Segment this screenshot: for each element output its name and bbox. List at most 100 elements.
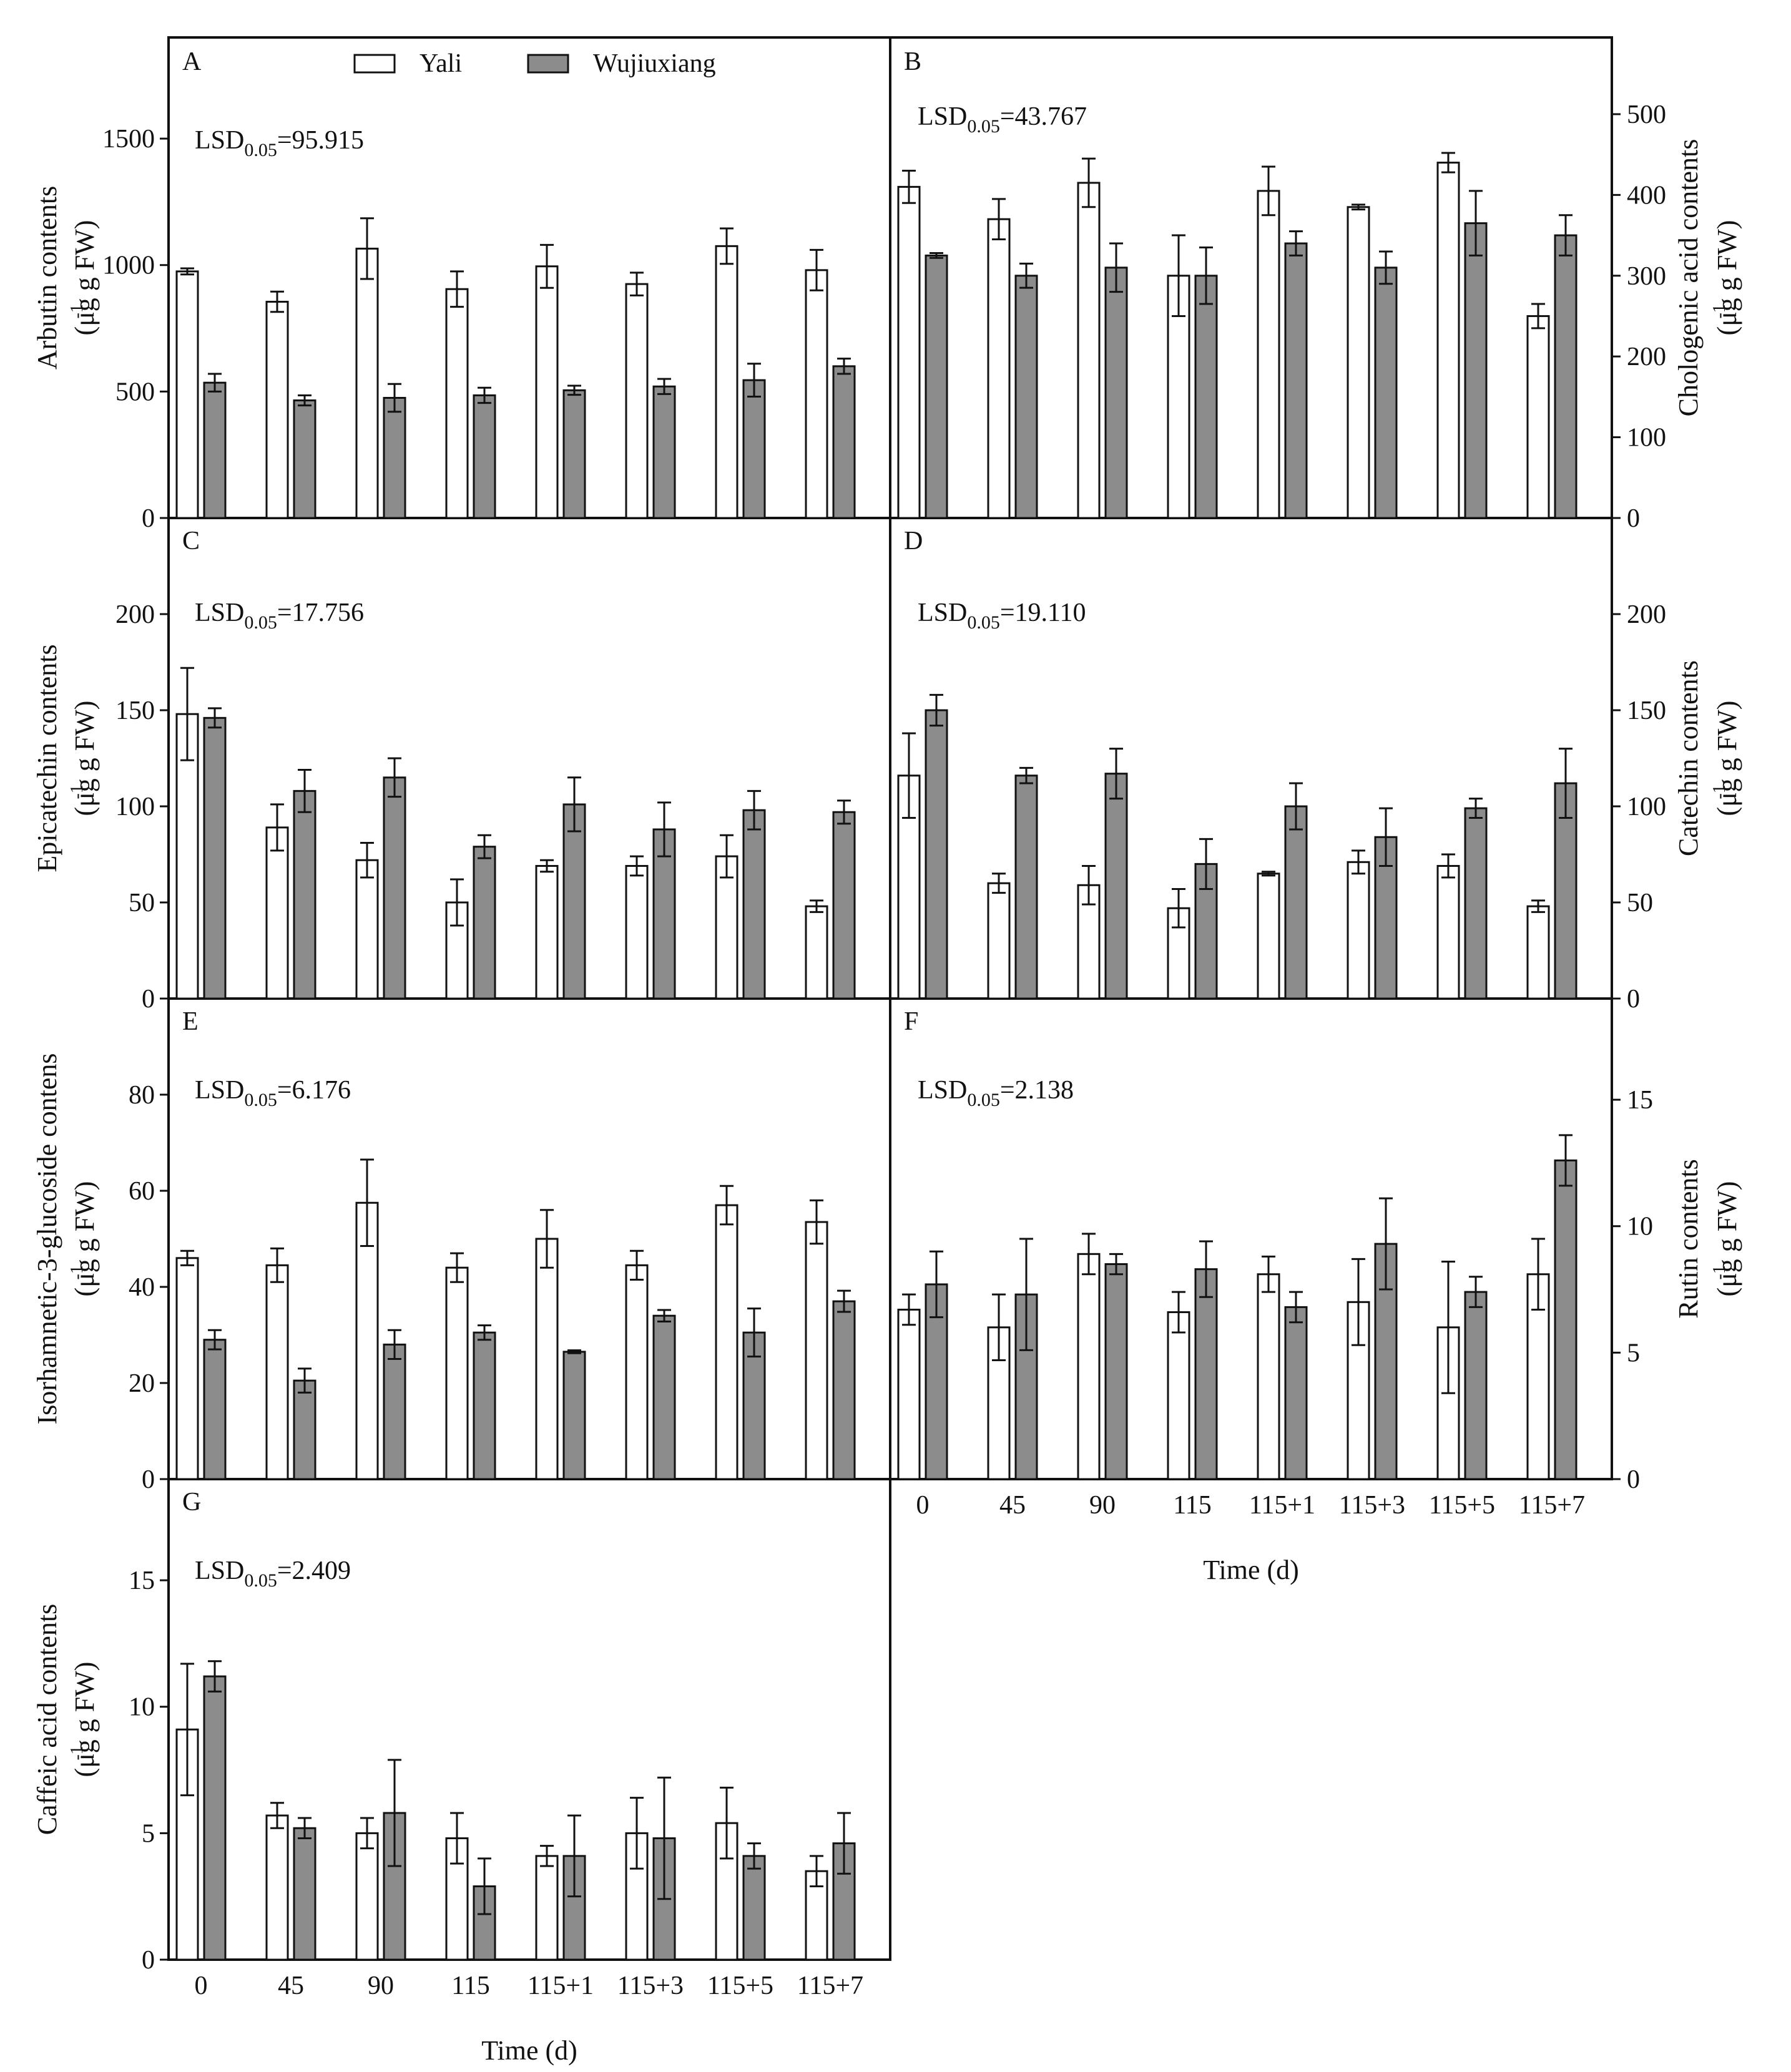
panel-a-error-wujiuxiang-4	[567, 384, 581, 396]
panel-b-bar-wujiuxiang-3	[1194, 275, 1218, 519]
panel-d-bars	[897, 693, 1578, 1000]
panel-e-error-wujiuxiang-0	[208, 1329, 222, 1351]
panel-b-y-tick-label-4: 400	[1627, 181, 1666, 210]
panel-e-bar-yali-3	[445, 1266, 469, 1480]
panel-a-y-title: Arbutin contents (μg g FW)-1	[32, 186, 100, 370]
panel-e-error-wujiuxiang-2	[388, 1329, 401, 1360]
panel-c-error-yali-0	[180, 667, 194, 761]
panel-b-error-yali-2	[1082, 157, 1096, 208]
panel-b-y-tick-label-3: 300	[1627, 262, 1666, 291]
panel-e-error-wujiuxiang-5	[657, 1309, 671, 1322]
panel-e-bar-wujiuxiang-7	[832, 1300, 856, 1480]
panel-g-error-wujiuxiang-4	[567, 1814, 581, 1898]
panel-b-bar-wujiuxiang-6	[1464, 222, 1488, 519]
panel-f-frame	[889, 997, 1613, 1480]
panel-c-y-tick-label-3: 150	[115, 696, 155, 725]
panel-g-y-tick-label-1: 5	[142, 1819, 155, 1848]
panel-d-letter: D	[904, 527, 923, 555]
panel-e-bar-yali-7	[805, 1221, 828, 1480]
panel-b-letter: B	[904, 47, 921, 76]
panel-c-bar-wujiuxiang-2	[383, 776, 406, 1000]
panel-a-error-yali-4	[540, 243, 554, 289]
panel-d-bar-wujiuxiang-7	[1554, 782, 1578, 1000]
panel-b-y-tick-label-2: 200	[1627, 343, 1666, 371]
panel-a-error-wujiuxiang-7	[837, 358, 851, 375]
panel-e-error-yali-4	[540, 1209, 554, 1269]
panel-f-lsd: LSD0.05=2.138	[918, 1076, 1074, 1110]
panel-e-error-wujiuxiang-7	[837, 1289, 851, 1313]
panel-b-bars	[897, 152, 1578, 519]
panel-g-error-yali-5	[630, 1797, 644, 1870]
panel-c-y-tick-label-1: 50	[129, 889, 155, 917]
panel-d-error-yali-7	[1531, 899, 1545, 913]
panel-a-error-yali-1	[270, 290, 284, 313]
panel-e: E LSD0.05=6.176 0 20 40 60 80 Isorhamnetic-3…	[32, 1007, 856, 1494]
panel-b-bar-yali-7	[1526, 315, 1550, 519]
panel-b-bar-wujiuxiang-2	[1104, 266, 1128, 519]
panel-g-error-wujiuxiang-5	[657, 1776, 671, 1900]
panel-g-bar-yali-2	[355, 1832, 379, 1961]
panel-c-bar-yali-5	[625, 864, 649, 1000]
panel-a-bars	[175, 217, 856, 519]
panel-b-error-yali-1	[992, 198, 1006, 241]
panel-b-error-yali-7	[1531, 303, 1545, 330]
panel-b-bar-yali-6	[1436, 162, 1460, 519]
panel-f-bar-wujiuxiang-0	[925, 1283, 948, 1480]
panel-g-y-title-unit: (μg g FW)-1	[67, 1662, 100, 1777]
panel-d-error-wujiuxiang-7	[1559, 748, 1573, 819]
panel-e-letter: E	[182, 1007, 199, 1036]
panel-a-bar-wujiuxiang-4	[562, 389, 586, 519]
panel-c-error-wujiuxiang-5	[657, 801, 671, 858]
panel-a-bar-yali-3	[445, 288, 469, 519]
panel-g-error-wujiuxiang-2	[388, 1759, 401, 1867]
panel-c-error-yali-7	[810, 899, 823, 913]
panel-e-y-unit-text: (μg g FW)	[69, 1181, 100, 1297]
panel-e-y-tick-label-2: 40	[129, 1273, 155, 1302]
panel-b-error-yali-4	[1262, 165, 1275, 217]
panel-c-error-wujiuxiang-6	[747, 789, 761, 831]
panel-d-bar-yali-3	[1167, 907, 1190, 1000]
x-tick-label-left-4: 115+1	[527, 1972, 594, 2000]
panel-f-letter: F	[904, 1007, 918, 1036]
legend: Yali Wujiuxiang	[353, 49, 716, 78]
panel-g-y-unit-text: (μg g FW)	[69, 1662, 100, 1777]
panel-c-error-wujiuxiang-7	[837, 799, 851, 825]
panel-f-error-wujiuxiang-4	[1289, 1291, 1303, 1324]
panel-b-error-wujiuxiang-6	[1469, 190, 1483, 257]
panel-c-y-title-unit: (μg g FW)-1	[67, 701, 100, 816]
panel-g-frame	[167, 1478, 891, 1961]
panel-c-bar-yali-2	[355, 859, 379, 1000]
panel-e-error-yali-6	[720, 1185, 734, 1226]
panel-f-y-title-name: Rutin contents	[1673, 1159, 1704, 1318]
panel-b-error-wujiuxiang-7	[1559, 214, 1573, 257]
panel-c-bar-wujiuxiang-0	[203, 716, 227, 1000]
x-axis-title-left: Time (d)	[481, 2035, 577, 2066]
panel-a-lsd: LSD0.05=95.915	[195, 126, 364, 160]
panel-f-bar-yali-3	[1167, 1311, 1190, 1480]
panel-b-bar-wujiuxiang-1	[1014, 275, 1038, 519]
panel-c-y-unit-sup: -1	[67, 784, 87, 799]
panel-d-bar-yali-4	[1257, 872, 1280, 1000]
panel-a-error-wujiuxiang-6	[747, 363, 761, 398]
legend-swatch-yali	[353, 54, 396, 74]
panel-b-y-title-name: Chologenic acid contents	[1673, 139, 1704, 417]
panel-b-bar-yali-5	[1347, 206, 1370, 519]
panel-c-y-title-name: Epicatechin contents	[32, 644, 62, 872]
x-axis-title-right: Time (d)	[1203, 1555, 1299, 1585]
panel-f-y-unit-text: (μg g FW)	[1712, 1181, 1742, 1297]
panel-a-error-yali-6	[720, 227, 734, 265]
panel-c-bars	[175, 667, 856, 1000]
panel-f-y-tick-label-1: 5	[1627, 1339, 1640, 1367]
panel-g-y-title: Caffeic acid contents (μg g FW)-1	[32, 1604, 100, 1835]
panel-b-bar-wujiuxiang-7	[1554, 234, 1578, 519]
panel-b: B LSD0.05=43.767 0 100 200 300 400 500 Cholog…	[897, 47, 1742, 533]
panel-e-bars	[175, 1158, 856, 1480]
panel-a-error-wujiuxiang-2	[388, 383, 401, 413]
panel-b-error-wujiuxiang-5	[1379, 250, 1393, 285]
x-tick-label-right-4: 115+1	[1249, 1491, 1315, 1520]
panel-g-lsd: LSD0.05=2.409	[195, 1556, 351, 1591]
panel-c-y-unit-text: (μg g FW)	[69, 701, 100, 816]
panel-d-bar-yali-1	[987, 882, 1011, 1000]
panel-e-bar-wujiuxiang-1	[293, 1379, 316, 1480]
panel-g-bar-wujiuxiang-1	[293, 1827, 316, 1961]
